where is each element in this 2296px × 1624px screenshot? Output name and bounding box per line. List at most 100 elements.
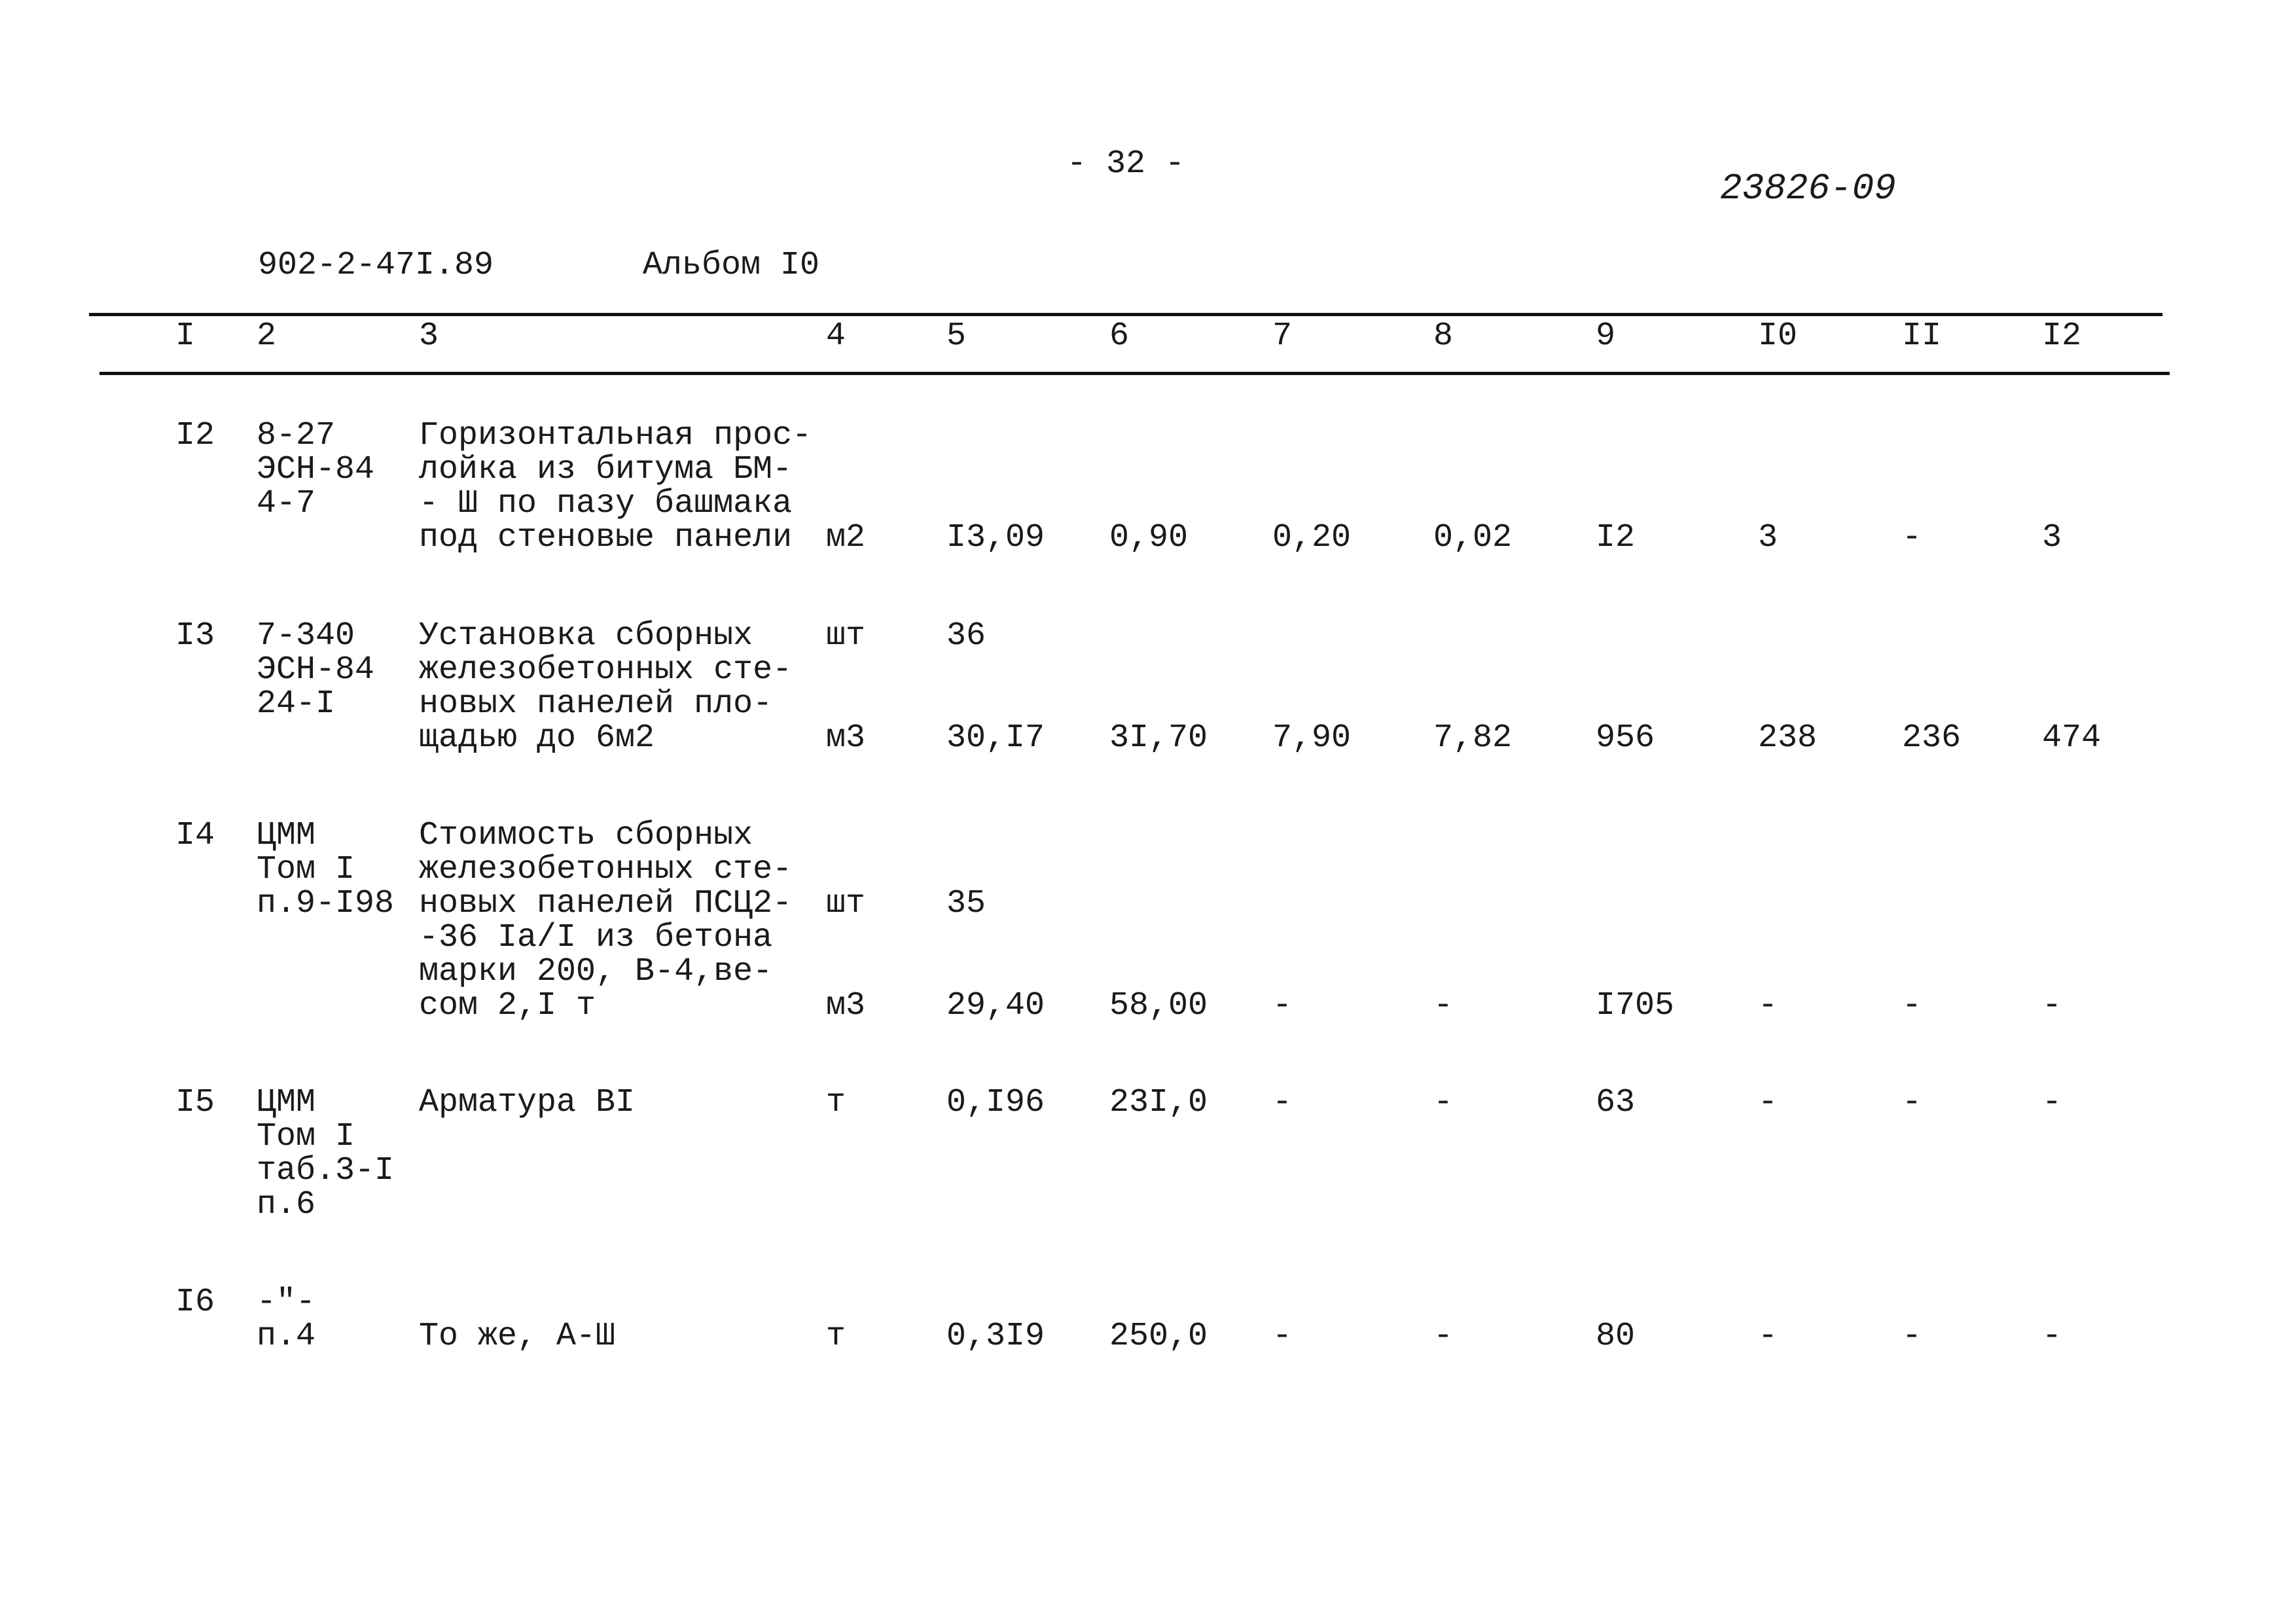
value-col-5: 30,I7: [946, 719, 1045, 757]
value-col-6: 0,90: [1109, 519, 1189, 556]
unit: шт: [826, 885, 866, 922]
unit: м3: [826, 719, 866, 757]
row-number: I4: [175, 817, 215, 854]
norm-code-line: ЦММ: [257, 817, 316, 854]
value-col-11: -: [1902, 1084, 1922, 1121]
value-col-7: -: [1272, 1318, 1293, 1355]
value-col-7: 7,90: [1272, 719, 1352, 757]
value-col-10: 238: [1758, 719, 1818, 757]
norm-code-line: 4-7: [257, 485, 316, 522]
header-bottom-rule: [99, 372, 2170, 375]
row-number: I3: [175, 617, 215, 655]
value-col-9: I705: [1596, 987, 1675, 1024]
value-col-12: -: [2042, 1084, 2062, 1121]
unit: т: [826, 1318, 846, 1355]
unit: т: [826, 1084, 846, 1121]
unit: шт: [826, 617, 866, 655]
column-header-3: 3: [419, 317, 439, 355]
norm-code-line: п.4: [257, 1318, 316, 1355]
norm-code-line: ЭСН-84: [257, 451, 375, 488]
value-col-10: -: [1758, 1084, 1778, 1121]
norm-code-line: таб.3-I: [257, 1152, 395, 1189]
value-col-8: 7,82: [1433, 719, 1513, 757]
column-header-7: 7: [1272, 317, 1293, 355]
value-col-8: -: [1433, 1084, 1454, 1121]
column-header-5: 5: [946, 317, 967, 355]
norm-code-line: 7-340: [257, 617, 355, 655]
column-header-1: I: [175, 317, 196, 355]
value-col-11: 236: [1902, 719, 1962, 757]
row-number: I5: [175, 1084, 215, 1121]
value-col-6: 250,0: [1109, 1318, 1208, 1355]
norm-code-line: 24-I: [257, 685, 336, 723]
value-col-8: 0,02: [1433, 519, 1513, 556]
value-col-5: I3,09: [946, 519, 1045, 556]
norm-code-line: Том I: [257, 851, 355, 888]
column-header-12: I2: [2042, 317, 2082, 355]
value-col-8: -: [1433, 1318, 1454, 1355]
value-col-11: -: [1902, 1318, 1922, 1355]
work-description-line: новых панелей ПСЦ2-: [419, 885, 793, 922]
value-col-12: -: [2042, 1318, 2062, 1355]
value-col-6: 58,00: [1109, 987, 1208, 1024]
norm-code-line: 8-27: [257, 417, 336, 454]
page-number: - 32 -: [1067, 145, 1185, 183]
value-col-5: 36: [946, 617, 986, 655]
value-col-10: 3: [1758, 519, 1778, 556]
work-description-line: под стеновые панели: [419, 519, 793, 556]
norm-code-line: п.6: [257, 1186, 316, 1223]
column-header-2: 2: [257, 317, 277, 355]
column-header-4: 4: [826, 317, 846, 355]
album-label: Альбом I0: [643, 247, 820, 284]
work-description-line: железобетонных сте-: [419, 651, 793, 689]
norm-code-line: -"-: [257, 1284, 316, 1321]
value-col-12: 3: [2042, 519, 2062, 556]
row-number: I6: [175, 1284, 215, 1321]
project-code: 902-2-47I.89: [258, 247, 494, 284]
row-number: I2: [175, 417, 215, 454]
value-col-5: 0,3I9: [946, 1318, 1045, 1355]
value-col-12: -: [2042, 987, 2062, 1024]
work-description-line: железобетонных сте-: [419, 851, 793, 888]
work-description-line: -36 Iа/I из бетона: [419, 919, 773, 956]
unit: м3: [826, 987, 866, 1024]
value-col-5: 0,I96: [946, 1084, 1045, 1121]
column-header-11: II: [1902, 317, 1942, 355]
unit: м2: [826, 519, 866, 556]
column-header-10: I0: [1758, 317, 1798, 355]
value-col-7: 0,20: [1272, 519, 1352, 556]
work-description-line: Арматура ВI: [419, 1084, 636, 1121]
value-col-6: 3I,70: [1109, 719, 1208, 757]
value-col-11: -: [1902, 519, 1922, 556]
column-header-9: 9: [1596, 317, 1616, 355]
norm-code-line: Том I: [257, 1118, 355, 1155]
header-top-rule: [89, 313, 2162, 316]
value-col-5: 29,40: [946, 987, 1045, 1024]
norm-code-line: ЦММ: [257, 1084, 316, 1121]
document-stamp: 23826-09: [1720, 168, 1896, 209]
work-description-line: Стоимость сборных: [419, 817, 753, 854]
value-col-9: 80: [1596, 1318, 1636, 1355]
value-col-8: -: [1433, 987, 1454, 1024]
norm-code-line: п.9-I98: [257, 885, 395, 922]
value-col-10: -: [1758, 1318, 1778, 1355]
value-col-9: I2: [1596, 519, 1636, 556]
value-col-11: -: [1902, 987, 1922, 1024]
column-header-8: 8: [1433, 317, 1454, 355]
work-description-line: новых панелей пло-: [419, 685, 773, 723]
value-col-7: -: [1272, 987, 1293, 1024]
work-description-line: сом 2,I т: [419, 987, 596, 1024]
norm-code-line: ЭСН-84: [257, 651, 375, 689]
work-description-line: щадью до 6м2: [419, 719, 655, 757]
work-description-line: - Ш по пазу башмака: [419, 485, 793, 522]
value-col-6: 23I,0: [1109, 1084, 1208, 1121]
value-col-9: 956: [1596, 719, 1655, 757]
value-col-10: -: [1758, 987, 1778, 1024]
column-header-6: 6: [1109, 317, 1130, 355]
value-col-9: 63: [1596, 1084, 1636, 1121]
work-description-line: Горизонтальная прос-: [419, 417, 812, 454]
value-col-7: -: [1272, 1084, 1293, 1121]
work-description-line: марки 200, В-4,ве-: [419, 953, 773, 990]
work-description-line: лойка из битума БМ-: [419, 451, 793, 488]
work-description-line: Установка сборных: [419, 617, 753, 655]
